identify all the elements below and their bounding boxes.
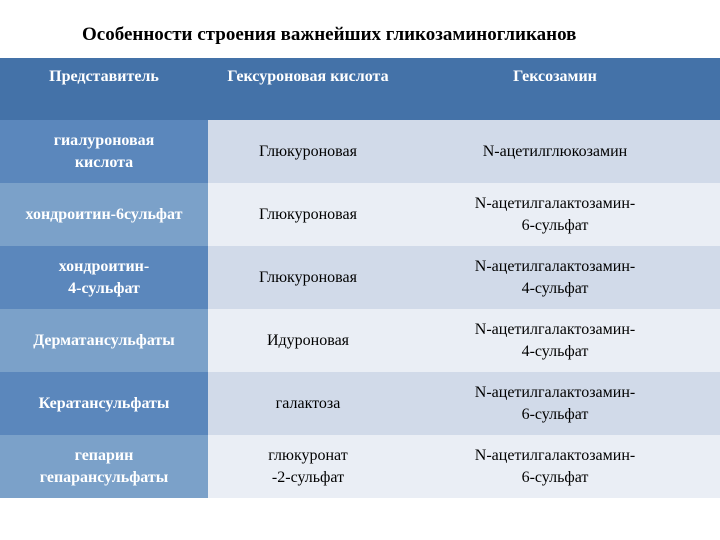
amine-cell: N-ацетилгалактозамин-6-сульфат: [408, 435, 702, 498]
col-header-empty: [702, 58, 720, 120]
rep-cell: хондроитин-6сульфат: [0, 183, 208, 246]
tail-cell: [702, 372, 720, 435]
tail-cell: [702, 246, 720, 309]
amine-cell: N-ацетилгалактозамин-6-сульфат: [408, 183, 702, 246]
amine-cell: N-ацетилгалактозамин-4-сульфат: [408, 246, 702, 309]
rep-cell: гиалуроноваякислота: [0, 120, 208, 183]
table-header-row: Представитель Гексуроновая кислота Гексо…: [0, 58, 720, 120]
acid-cell: Глюкуроновая: [208, 120, 408, 183]
table-row: хондроитин-4-сульфатГлюкуроноваяN-ацетил…: [0, 246, 720, 309]
tail-cell: [702, 120, 720, 183]
gag-table: Представитель Гексуроновая кислота Гексо…: [0, 58, 720, 498]
col-header-acid: Гексуроновая кислота: [208, 58, 408, 120]
col-header-amine: Гексозамин: [408, 58, 702, 120]
table-row: гепарингепарансульфатыглюкуронат-2-сульф…: [0, 435, 720, 498]
acid-cell: Глюкуроновая: [208, 183, 408, 246]
acid-cell: глюкуронат-2-сульфат: [208, 435, 408, 498]
tail-cell: [702, 309, 720, 372]
table-row: КератансульфатыгалактозаN-ацетилгалактоз…: [0, 372, 720, 435]
acid-cell: Глюкуроновая: [208, 246, 408, 309]
tail-cell: [702, 183, 720, 246]
amine-cell: N-ацетилглюкозамин: [408, 120, 702, 183]
acid-cell: галактоза: [208, 372, 408, 435]
table-row: ДерматансульфатыИдуроноваяN-ацетилгалакт…: [0, 309, 720, 372]
rep-cell: Кератансульфаты: [0, 372, 208, 435]
amine-cell: N-ацетилгалактозамин-4-сульфат: [408, 309, 702, 372]
tail-cell: [702, 435, 720, 498]
rep-cell: гепарингепарансульфаты: [0, 435, 208, 498]
rep-cell: Дерматансульфаты: [0, 309, 208, 372]
rep-cell: хондроитин-4-сульфат: [0, 246, 208, 309]
table-row: хондроитин-6сульфатГлюкуроноваяN-ацетилг…: [0, 183, 720, 246]
amine-cell: N-ацетилгалактозамин-6-сульфат: [408, 372, 702, 435]
table-row: гиалуроноваякислотаГлюкуроноваяN-ацетилг…: [0, 120, 720, 183]
page-title: Особенности строения важнейших гликозами…: [0, 0, 720, 58]
col-header-rep: Представитель: [0, 58, 208, 120]
acid-cell: Идуроновая: [208, 309, 408, 372]
